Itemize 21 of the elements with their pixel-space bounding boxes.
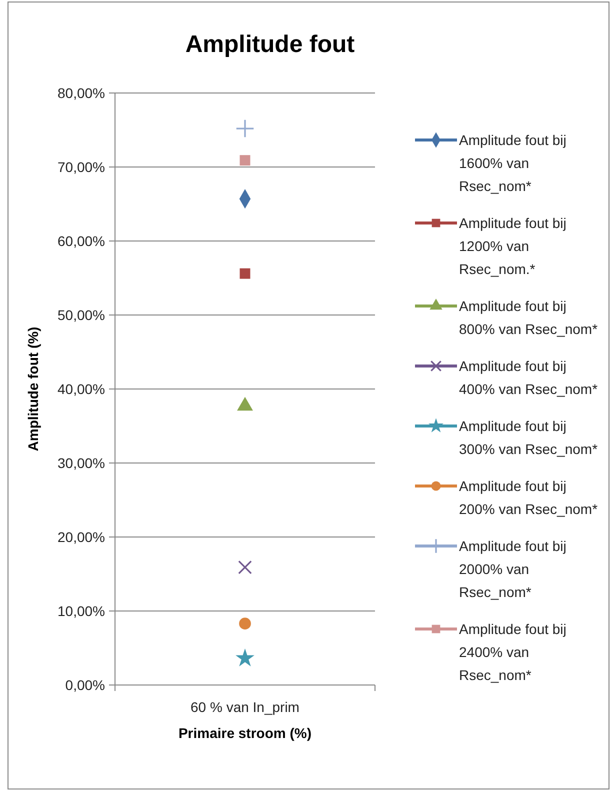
x-axis-title: Primaire stroom (%): [178, 725, 312, 741]
y-tick-label: 50,00%: [58, 306, 105, 323]
legend-label: Amplitude fout bij 1600% van Rsec_nom*: [459, 132, 566, 194]
y-tick-label: 20,00%: [58, 528, 105, 545]
chart-title: Amplitude fout: [185, 31, 355, 58]
y-axis-title: Amplitude fout (%): [25, 326, 41, 452]
y-tick-label: 80,00%: [58, 84, 105, 101]
legend-label: Amplitude fout bij 2000% van Rsec_nom*: [459, 538, 566, 600]
y-tick-label: 40,00%: [58, 380, 105, 397]
y-tick-label: 0,00%: [65, 676, 105, 693]
legend-label: Amplitude fout bij 2400% van Rsec_nom*: [459, 620, 566, 683]
legend-label: Amplitude fout bij 400% van Rsec_nom*: [459, 358, 598, 397]
legend-label: Amplitude fout bij 300% van Rsec_nom*: [459, 418, 598, 457]
legend-label: Amplitude fout bij 200% van Rsec_nom*: [459, 478, 598, 517]
y-tick-label: 30,00%: [58, 454, 105, 471]
x-tick-label: 60 % van In_prim: [190, 699, 300, 715]
y-tick-label: 60,00%: [58, 232, 105, 249]
y-tick-label: 10,00%: [58, 602, 105, 619]
legend-label: Amplitude fout bij 1200% van Rsec_nom.*: [459, 214, 566, 277]
y-tick-label: 70,00%: [58, 158, 105, 175]
legend-label: Amplitude fout bij 800% van Rsec_nom*: [459, 298, 598, 337]
